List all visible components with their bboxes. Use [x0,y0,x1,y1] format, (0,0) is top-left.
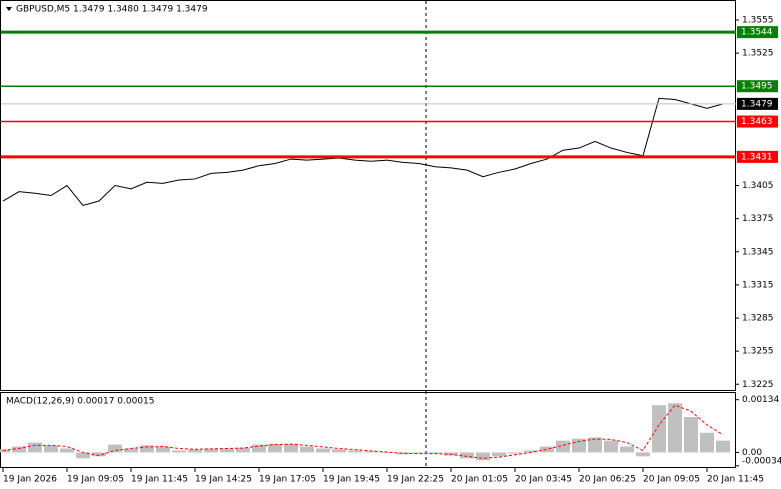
macd-bar [300,446,314,453]
macd-bar [252,444,266,453]
macd-bar [44,445,58,453]
y-tick-label: 0.00134 [742,395,779,405]
macd-bar [684,417,698,453]
macd-bar [492,452,506,457]
last-price-label: 1.3479 [741,99,773,109]
x-tick-label: 19 Jan 19:45 [323,475,380,485]
price-line [2,97,724,207]
y-tick-label: -0.00034 [742,457,781,467]
x-tick-label: 19 Jan 22:25 [387,475,444,485]
macd-bar [476,452,490,461]
macd-bar [268,443,282,453]
macd-bar [428,452,442,454]
y-tick-label: 0.00 [742,448,762,458]
macd-bar [60,448,74,453]
macd-bar [316,448,330,453]
y-tick-label: 1.3315 [742,280,774,290]
level-label: 1.3463 [741,117,773,127]
macd-bar [700,432,714,453]
x-tick-label: 20 Jan 01:05 [451,475,508,485]
macd-bar [412,452,426,454]
level-label-box [737,115,778,128]
macd-title: MACD(12,26,9) 0.00017 0.00015 [6,397,155,407]
macd-bar [108,444,122,453]
macd-bar [220,448,234,453]
macd-bar [620,446,634,453]
x-tick-label: 19 Jan 09:05 [67,475,124,485]
y-tick-label: 1.3255 [742,347,774,357]
macd-bar [204,448,218,453]
macd-bar [284,443,298,453]
price-panel [0,0,736,391]
level-label-box [737,150,778,163]
level-label: 1.3495 [741,82,773,92]
y-tick-label: 1.3345 [742,247,774,257]
macd-bar [172,450,186,453]
y-tick-label: 1.3225 [742,380,774,390]
macd-bar [332,449,346,453]
macd-bar [588,437,602,453]
macd-bar [188,449,202,453]
macd-bar [348,450,362,453]
level-label: 1.3544 [741,28,773,38]
macd-bar [124,448,138,453]
macd-bar [156,446,170,453]
level-label: 1.3431 [741,152,773,162]
y-tick-label: 1.3285 [742,314,774,324]
x-tick-label: 19 Jan 17:05 [259,475,316,485]
macd-bar [636,452,650,457]
y-tick-label: 1.3405 [742,181,774,191]
macd-bar [380,452,394,453]
macd-bar [76,452,90,459]
macd-bar [716,440,730,453]
macd-bar [364,451,378,453]
macd-bar [12,446,26,453]
macd-bar [604,440,618,453]
x-tick-label: 19 Jan 14:25 [195,475,252,485]
y-tick-label: 1.3555 [742,15,774,25]
y-tick-label: 1.3375 [742,214,774,224]
x-tick-label: 20 Jan 09:05 [643,475,700,485]
level-label-box [737,80,778,93]
macd-bar [668,403,682,453]
x-tick-label: 19 Jan 11:45 [131,475,188,485]
macd-bar [556,440,570,453]
macd-bar [0,449,10,453]
macd-bar [540,446,554,453]
macd-panel [0,392,736,468]
macd-bar [524,450,538,453]
macd-bar [236,447,250,453]
last-price-box [737,97,778,110]
signal-line [2,404,724,459]
x-tick-label: 19 Jan 2026 [3,475,57,485]
macd-bar [28,442,42,453]
x-tick-label: 20 Jan 11:45 [707,475,764,485]
level-label-box [737,26,778,39]
macd-bar [92,452,106,457]
x-tick-label: 20 Jan 06:25 [579,475,636,485]
chart-title: GBPUSD,M5 1.3479 1.3480 1.3479 1.3479 [16,5,208,15]
macd-bar [396,452,410,455]
menu-arrow [6,7,12,11]
macd-bar [652,405,666,453]
y-tick-label: 1.3525 [742,49,774,59]
macd-bar [508,452,522,454]
macd-bar [460,452,474,459]
macd-bar [140,445,154,453]
x-tick-label: 20 Jan 03:45 [515,475,572,485]
